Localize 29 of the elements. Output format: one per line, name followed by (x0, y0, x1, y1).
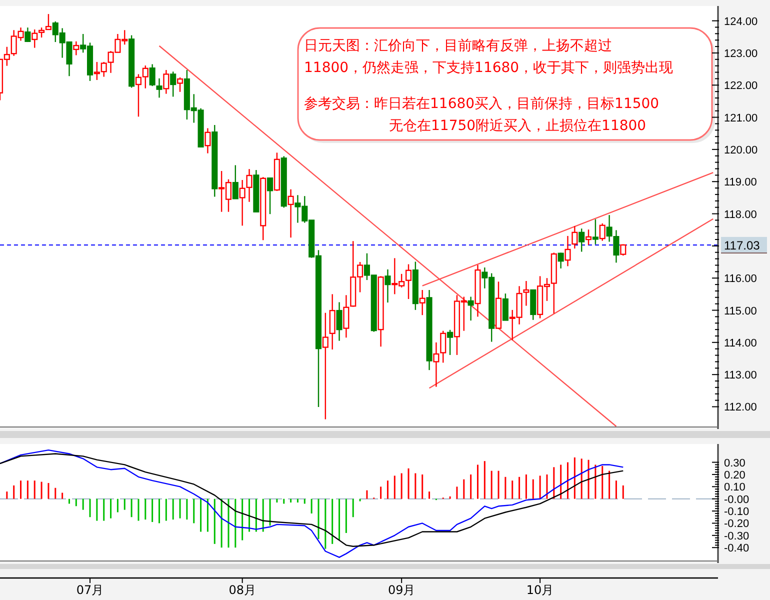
x-tick-label: 09月 (388, 583, 416, 597)
annotation: 11800，仍然走强，下支持11680，收于其下，则强势出现 (304, 60, 674, 76)
y-tick-label: 0.10 (724, 482, 746, 494)
y-tick-label: 119.00 (724, 176, 757, 189)
annotation: 参考交易：昨日若在11680买入，目前保持，目标11500 (304, 96, 660, 112)
annotation: 无仓在11750附近买入，止损位在11800 (389, 118, 646, 134)
y-tick-label: 115.00 (724, 305, 757, 318)
y-tick-label: 118.00 (724, 208, 757, 221)
y-tick-label: 116.00 (724, 273, 757, 286)
x-tick-label: 07月 (76, 583, 104, 597)
y-tick-label: 112.00 (724, 402, 757, 414)
ref-line-label: 117.03 (724, 238, 760, 252)
y-tick-label: -0.00 (724, 494, 750, 506)
x-tick-label: 10月 (526, 583, 554, 597)
y-tick-label: 0.20 (724, 469, 746, 482)
y-tick-label: 121.00 (724, 112, 758, 124)
y-tick-label: -0.30 (724, 530, 750, 542)
y-tick-label: 113.00 (724, 370, 757, 382)
y-tick-label: -0.40 (724, 542, 750, 555)
annotation: 日元天图：汇价向下，目前略有反弹，上扬不超过 (304, 38, 612, 54)
y-tick-label: 124.00 (724, 16, 758, 28)
y-tick-label: -0.10 (724, 506, 750, 518)
y-tick-label: 0.30 (724, 457, 746, 470)
x-tick-label: 08月 (228, 583, 256, 597)
y-tick-label: -0.20 (724, 518, 750, 530)
y-tick-label: 123.00 (724, 48, 758, 60)
y-tick-label: 120.00 (724, 144, 758, 156)
y-tick-label: 114.00 (724, 337, 757, 350)
y-tick-label: 122.00 (724, 80, 758, 92)
